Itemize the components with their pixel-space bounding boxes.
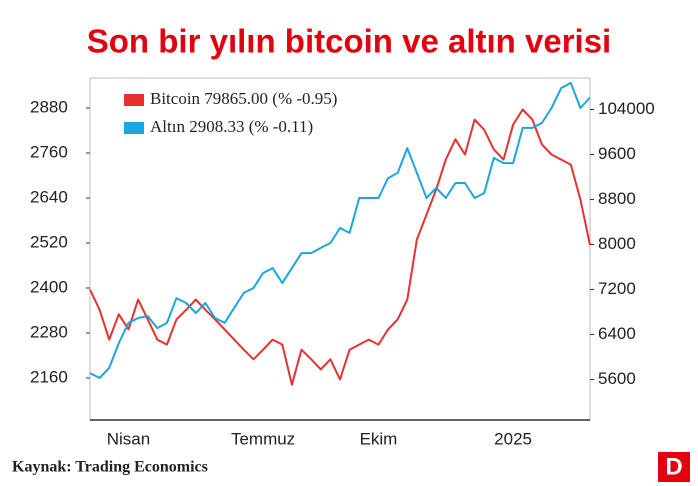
legend-label: Altın 2908.33 (% -0.11) [150, 117, 313, 136]
legend-label: Bitcoin 79865.00 (% -0.95) [150, 89, 337, 108]
y2-tick-label: 5600 [598, 369, 636, 388]
y-tick-label: 2520 [30, 232, 68, 251]
y-tick-label: 2280 [30, 322, 68, 341]
y2-tick-label: 8000 [598, 234, 636, 253]
logo: D [665, 453, 682, 480]
x-tick-label: Temmuz [231, 429, 295, 448]
legend-swatch [124, 122, 144, 134]
series-line [89, 81, 591, 379]
y2-tick-label: 7200 [598, 279, 636, 298]
y-tick-label: 2160 [30, 367, 68, 386]
y-tick-label: 2640 [30, 187, 68, 206]
y2-tick-label: 104000 [598, 99, 655, 118]
y-tick-label: 2880 [30, 97, 68, 116]
y-tick-label: 2400 [30, 277, 68, 296]
plot-area [89, 77, 591, 421]
y-tick-label: 2760 [30, 142, 68, 161]
x-tick-label: Ekim [360, 429, 398, 448]
source: Kaynak: Trading Economics [12, 459, 208, 476]
y2-tick-label: 8800 [598, 189, 636, 208]
x-tick-label: 2025 [494, 429, 532, 448]
y2-tick-label: 9600 [598, 144, 636, 163]
chart-title: Son bir yılın bitcoin ve altın verisi [87, 23, 611, 60]
y2-tick-label: 6400 [598, 324, 636, 343]
legend-swatch [124, 94, 144, 106]
logo-box [658, 452, 690, 482]
x-tick-label: Nisan [107, 429, 150, 448]
series-line [89, 108, 591, 386]
